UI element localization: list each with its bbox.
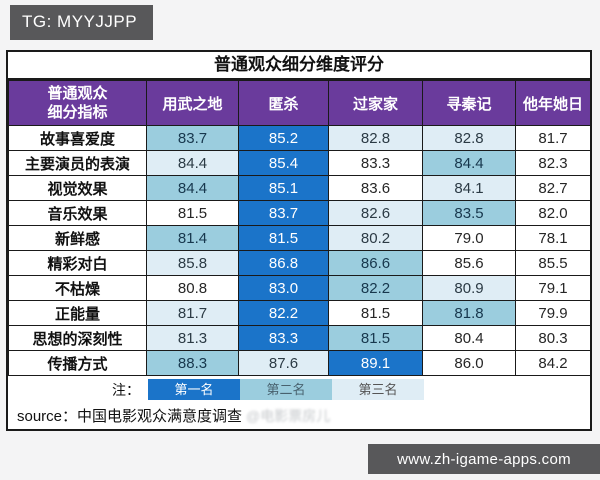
column-header: 寻秦记 <box>422 80 516 126</box>
legend-item-rank3: 第三名 <box>332 379 424 400</box>
score-cell: 80.9 <box>422 275 516 301</box>
column-header: 匿杀 <box>238 80 329 126</box>
row-label: 思想的深刻性 <box>8 325 147 351</box>
table-row: 新鲜感 81.4 81.5 80.2 79.0 78.1 <box>8 225 591 251</box>
table-row: 故事喜爱度 83.7 85.2 82.8 82.8 81.7 <box>8 125 591 151</box>
corner-header: 普通观众 细分指标 <box>8 80 147 126</box>
table-row: 音乐效果 81.5 83.7 82.6 83.5 82.0 <box>8 200 591 226</box>
score-cell: 81.7 <box>146 300 239 326</box>
legend-item-rank1: 第一名 <box>148 379 240 400</box>
row-label: 精彩对白 <box>8 250 147 276</box>
score-cell: 85.5 <box>515 250 591 276</box>
website-watermark-bar: www.zh-igame-apps.com <box>368 444 600 474</box>
score-cell: 81.5 <box>328 300 423 326</box>
header-row: 普通观众 细分指标 用武之地 匿杀 过家家 寻秦记 他年她日 <box>8 80 591 126</box>
table-row: 正能量 81.7 82.2 81.5 81.8 79.9 <box>8 300 591 326</box>
row-label: 视觉效果 <box>8 175 147 201</box>
legend: 注： 第一名 第二名 第三名 <box>8 377 590 402</box>
tg-badge: TG: MYYJJPP <box>10 5 154 40</box>
table-row: 思想的深刻性 81.3 83.3 81.5 80.4 80.3 <box>8 325 591 351</box>
score-cell: 80.3 <box>515 325 591 351</box>
score-cell: 81.4 <box>146 225 239 251</box>
score-cell: 85.1 <box>238 175 329 201</box>
score-cell: 83.7 <box>146 125 239 151</box>
score-cell: 81.8 <box>422 300 516 326</box>
score-cell: 79.9 <box>515 300 591 326</box>
row-label: 传播方式 <box>8 350 147 376</box>
score-cell: 84.2 <box>515 350 591 376</box>
column-header: 过家家 <box>328 80 423 126</box>
score-cell: 83.5 <box>422 200 516 226</box>
score-cell: 84.1 <box>422 175 516 201</box>
score-cell: 82.8 <box>422 125 516 151</box>
table-row: 主要演员的表演 84.4 85.4 83.3 84.4 82.3 <box>8 150 591 176</box>
score-table: 普通观众 细分指标 用武之地 匿杀 过家家 寻秦记 他年她日 故事喜爱度 83.7 85.2… <box>8 80 591 376</box>
score-cell: 83.6 <box>328 175 423 201</box>
table-row: 视觉效果 84.4 85.1 83.6 84.1 82.7 <box>8 175 591 201</box>
score-cell: 81.3 <box>146 325 239 351</box>
score-cell: 80.8 <box>146 275 239 301</box>
table-title: 普通观众细分维度评分 <box>8 52 590 80</box>
score-cell: 82.8 <box>328 125 423 151</box>
score-cell: 86.6 <box>328 250 423 276</box>
table-row: 不枯燥 80.8 83.0 82.2 80.9 79.1 <box>8 275 591 301</box>
legend-item-rank2: 第二名 <box>240 379 332 400</box>
score-cell: 84.4 <box>146 150 239 176</box>
score-cell: 81.5 <box>238 225 329 251</box>
row-label: 不枯燥 <box>8 275 147 301</box>
corner-header-line2: 细分指标 <box>47 104 108 121</box>
score-cell: 79.0 <box>422 225 516 251</box>
table-row: 传播方式 88.3 87.6 89.1 86.0 84.2 <box>8 350 591 376</box>
score-cell: 80.2 <box>328 225 423 251</box>
score-cell: 84.4 <box>146 175 239 201</box>
score-cell: 83.0 <box>238 275 329 301</box>
score-cell: 82.0 <box>515 200 591 226</box>
score-cell: 81.7 <box>515 125 591 151</box>
score-cell: 86.8 <box>238 250 329 276</box>
row-label: 新鲜感 <box>8 225 147 251</box>
row-label: 主要演员的表演 <box>8 150 147 176</box>
table-row: 精彩对白 85.8 86.8 86.6 85.6 85.5 <box>8 250 591 276</box>
score-cell: 87.6 <box>238 350 329 376</box>
column-header: 他年她日 <box>515 80 591 126</box>
score-cell: 82.2 <box>238 300 329 326</box>
score-cell: 83.7 <box>238 200 329 226</box>
score-cell: 81.5 <box>146 200 239 226</box>
score-cell: 79.1 <box>515 275 591 301</box>
score-cell: 89.1 <box>328 350 423 376</box>
score-cell: 85.8 <box>146 250 239 276</box>
score-cell: 85.2 <box>238 125 329 151</box>
score-cell: 86.0 <box>422 350 516 376</box>
score-cell: 81.5 <box>328 325 423 351</box>
legend-note: 注： <box>112 381 140 398</box>
score-cell: 80.4 <box>422 325 516 351</box>
source-row: source：中国电影观众满意度调查 @电影票房儿 <box>8 402 590 429</box>
column-header: 用武之地 <box>146 80 239 126</box>
score-cell: 84.4 <box>422 150 516 176</box>
score-cell: 83.3 <box>328 150 423 176</box>
score-table-panel: 普通观众细分维度评分 普通观众 细分指标 用武之地 匿杀 过家家 寻秦记 他年她日 故事… <box>6 50 592 431</box>
score-cell: 82.2 <box>328 275 423 301</box>
score-cell: 82.3 <box>515 150 591 176</box>
source-text: source：中国电影观众满意度调查 <box>17 408 243 425</box>
score-cell: 88.3 <box>146 350 239 376</box>
score-cell: 78.1 <box>515 225 591 251</box>
score-cell: 82.7 <box>515 175 591 201</box>
score-cell: 85.4 <box>238 150 329 176</box>
score-cell: 83.3 <box>238 325 329 351</box>
corner-header-line1: 普通观众 <box>47 85 108 102</box>
score-cell: 82.6 <box>328 200 423 226</box>
row-label: 音乐效果 <box>8 200 147 226</box>
row-label: 正能量 <box>8 300 147 326</box>
row-label: 故事喜爱度 <box>8 125 147 151</box>
score-cell: 85.6 <box>422 250 516 276</box>
watermark: @电影票房儿 <box>246 407 331 424</box>
